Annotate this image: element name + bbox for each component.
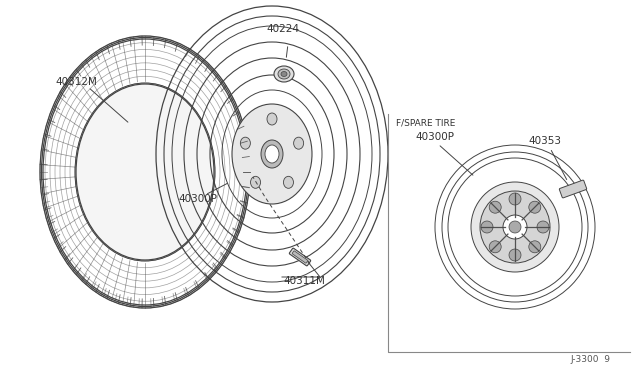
Text: 40353: 40353 bbox=[528, 136, 561, 146]
Ellipse shape bbox=[281, 71, 287, 77]
Ellipse shape bbox=[232, 104, 312, 204]
Circle shape bbox=[489, 241, 501, 253]
Ellipse shape bbox=[265, 145, 279, 163]
Circle shape bbox=[481, 221, 493, 233]
FancyBboxPatch shape bbox=[559, 180, 587, 198]
Ellipse shape bbox=[278, 69, 290, 79]
Text: 40300P: 40300P bbox=[178, 194, 217, 204]
Text: J-3300  9: J-3300 9 bbox=[570, 355, 610, 364]
Ellipse shape bbox=[250, 176, 260, 188]
Ellipse shape bbox=[284, 176, 294, 188]
Ellipse shape bbox=[241, 137, 250, 149]
Text: 40224: 40224 bbox=[266, 24, 299, 34]
FancyBboxPatch shape bbox=[292, 251, 308, 263]
Ellipse shape bbox=[480, 191, 550, 263]
Ellipse shape bbox=[76, 84, 214, 260]
Ellipse shape bbox=[294, 137, 303, 149]
Ellipse shape bbox=[267, 113, 277, 125]
Text: 40312M: 40312M bbox=[55, 77, 97, 87]
Circle shape bbox=[509, 221, 521, 233]
Ellipse shape bbox=[274, 66, 294, 82]
Circle shape bbox=[509, 193, 521, 205]
Text: 40311M: 40311M bbox=[283, 276, 325, 286]
Text: F/SPARE TIRE: F/SPARE TIRE bbox=[396, 119, 456, 128]
Circle shape bbox=[509, 249, 521, 261]
Circle shape bbox=[489, 201, 501, 213]
Circle shape bbox=[503, 215, 527, 239]
Circle shape bbox=[529, 241, 541, 253]
FancyBboxPatch shape bbox=[289, 248, 310, 266]
Ellipse shape bbox=[261, 140, 283, 168]
Text: 40300P: 40300P bbox=[415, 132, 454, 142]
Circle shape bbox=[529, 201, 541, 213]
Circle shape bbox=[537, 221, 549, 233]
Ellipse shape bbox=[471, 182, 559, 272]
